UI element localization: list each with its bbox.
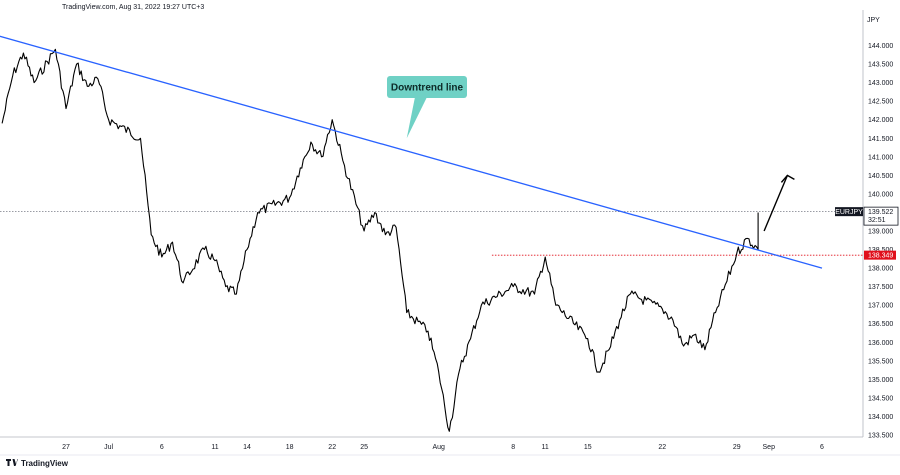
last-price-tag bbox=[863, 206, 899, 226]
x-tick-label: 15 bbox=[584, 444, 592, 451]
y-axis: 133.500 134.000 134.500 135.000 135.500 136.0… bbox=[868, 43, 893, 439]
tradingview-logo-icon bbox=[6, 459, 18, 466]
y-tick-label: 137.500 bbox=[868, 284, 893, 291]
y-tick-label: 142.000 bbox=[868, 117, 893, 124]
y-tick-label: 142.500 bbox=[868, 99, 893, 106]
y-tick-label: 139.000 bbox=[868, 229, 893, 236]
x-tick-label: 8 bbox=[511, 444, 515, 451]
header-source: TradingView.com bbox=[62, 4, 116, 11]
brand-name: TradingView bbox=[21, 459, 68, 468]
y-tick-label: 143.000 bbox=[868, 80, 893, 87]
y-tick-label: 140.500 bbox=[868, 173, 893, 180]
x-tick-label: 6 bbox=[820, 444, 824, 451]
callout-text: Downtrend line bbox=[391, 83, 464, 94]
x-tick-label: 29 bbox=[733, 444, 741, 451]
y-tick-label: 143.500 bbox=[868, 62, 893, 69]
y-tick-label: 133.500 bbox=[868, 433, 893, 440]
x-tick-label: 14 bbox=[243, 444, 251, 451]
plot-frame bbox=[0, 10, 900, 456]
x-tick-label: Jul bbox=[104, 444, 113, 451]
up-arrow-shaft bbox=[763, 175, 789, 232]
callout-box bbox=[387, 76, 467, 98]
x-tick-label: 25 bbox=[360, 444, 368, 451]
x-tick-label: 27 bbox=[62, 444, 70, 451]
series-layer bbox=[1, 48, 759, 432]
tradingview-brand[interactable]: TradingView bbox=[6, 459, 68, 468]
x-axis: 27 Jul 6 11 14 18 22 25 Aug 8 11 15 22 29 Sep 6 bbox=[62, 444, 824, 451]
y-tick-label: 140.000 bbox=[868, 191, 893, 198]
y-tick-label: 141.000 bbox=[868, 154, 893, 161]
callout-pointer bbox=[406, 97, 427, 139]
support-price-value: 138.349 bbox=[868, 253, 893, 260]
chart-header: TradingView.com, Aug 31, 2022 19:27 UTC+… bbox=[62, 4, 204, 11]
symbol-tag bbox=[835, 207, 863, 217]
price-line bbox=[1, 48, 759, 432]
last-price-value: 139.522 bbox=[868, 209, 893, 216]
x-tick-label: 22 bbox=[328, 444, 336, 451]
header-date: Aug 31, 2022 bbox=[118, 4, 161, 11]
y-tick-label: 144.000 bbox=[868, 43, 893, 50]
y-tick-label: 135.500 bbox=[868, 358, 893, 365]
x-tick-label: 18 bbox=[286, 444, 294, 451]
y-tick-label: 136.500 bbox=[868, 321, 893, 328]
y-tick-label: 136.000 bbox=[868, 340, 893, 347]
y-tick-label: 137.000 bbox=[868, 303, 893, 310]
y-tick-label: 135.000 bbox=[868, 377, 893, 384]
symbol-tag-text: EURJPY bbox=[835, 209, 863, 216]
x-tick-label: 11 bbox=[542, 444, 549, 451]
x-tick-label: Aug bbox=[432, 444, 445, 451]
y-tick-label: 138.000 bbox=[868, 266, 893, 273]
y-tick-label: 141.500 bbox=[868, 136, 893, 143]
currency-label: JPY bbox=[867, 17, 880, 24]
downtrend-line bbox=[0, 35, 823, 269]
up-arrow-head bbox=[780, 174, 795, 183]
y-tick-label: 134.000 bbox=[868, 414, 893, 421]
x-tick-label: 11 bbox=[211, 444, 218, 451]
x-tick-label: 6 bbox=[160, 444, 164, 451]
y-tick-label: 138.500 bbox=[868, 247, 893, 254]
guides bbox=[0, 211, 863, 256]
x-tick-label: 22 bbox=[658, 444, 666, 451]
y-tick-label: 134.500 bbox=[868, 395, 893, 402]
countdown-value: 32:51 bbox=[868, 217, 886, 224]
x-tick-label: Sep bbox=[763, 444, 776, 451]
header-time: 19:27 UTC+3 bbox=[162, 4, 205, 11]
support-price-tag bbox=[864, 250, 896, 260]
header-separator: , bbox=[115, 4, 118, 11]
overlays: Downtrend line bbox=[0, 35, 823, 269]
